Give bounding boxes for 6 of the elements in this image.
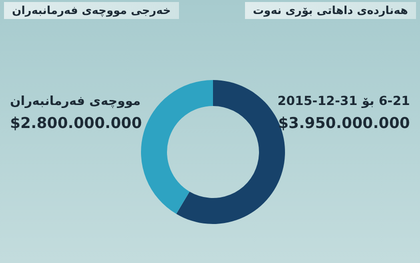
text: هەناردەی داهاتی بۆری نەوت [244,2,416,19]
slice-label: مووچەی فەرمانبەران [10,93,141,108]
data-label: $3.950.000.000 [278,114,410,132]
text: خەرجی مووچەی فەرمانبەران [4,2,179,19]
donut-slice [141,80,213,214]
data-label: $2.800.000.000 [10,114,142,132]
